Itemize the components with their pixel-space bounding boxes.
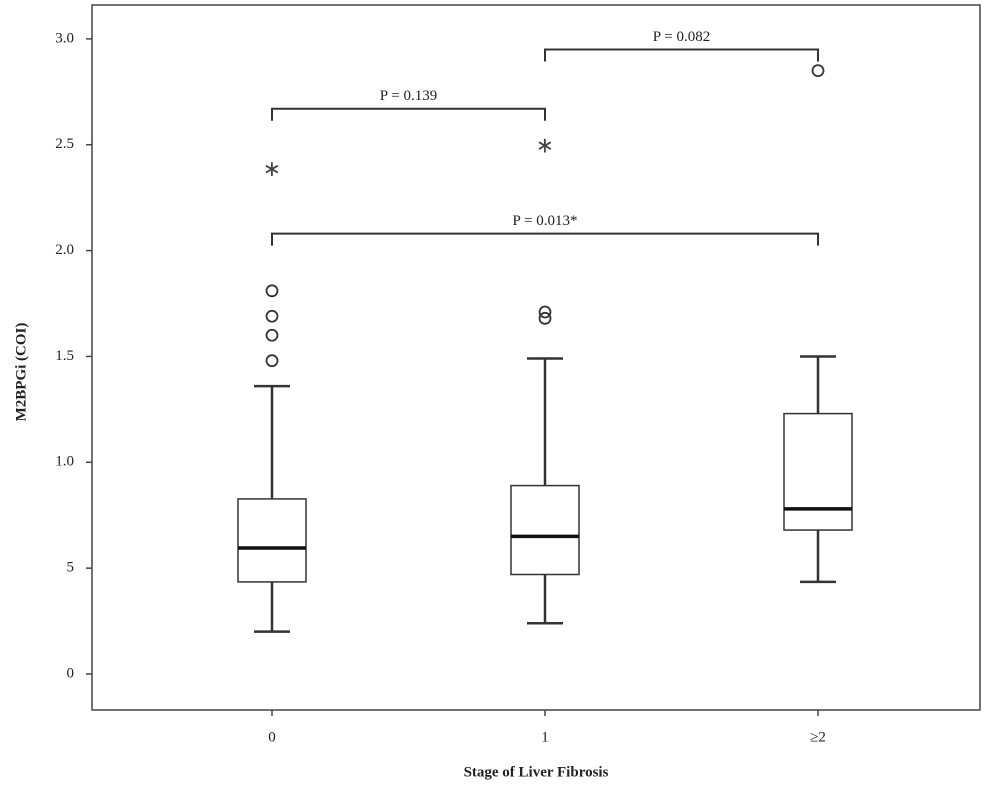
box [510,484,580,576]
outlier [265,354,279,368]
y-tick-label: 2.0 [55,242,74,258]
x-axis-title: Stage of Liver Fibrosis [464,764,609,780]
y-tick-label: 3.0 [55,30,74,46]
y-tick-label: 2.5 [55,136,74,152]
significance-bracket [544,48,819,62]
y-tick-label: 5 [67,560,75,576]
y-tick-label: 0 [67,665,75,681]
outlier [811,64,825,78]
outlier [265,309,279,323]
p-value-label: P = 0.013* [513,213,578,229]
outlier [265,328,279,342]
box [237,498,307,583]
outlier [265,284,279,298]
significance-bracket [271,232,819,246]
extreme-outlier: ∗ [263,157,281,182]
y-tick-label: 1.0 [55,454,74,470]
x-tick-label: 0 [268,729,276,745]
y-tick-label: 1.5 [55,348,74,364]
significance-bracket [271,107,546,121]
x-tick-label: 1 [541,729,549,745]
outlier [538,311,552,325]
y-axis-title: M2BPGi (COI) [13,323,29,422]
plot-frame [91,4,981,711]
x-tick-label: ≥2 [810,729,826,745]
outlier [538,305,552,319]
box [783,412,853,531]
p-value-label: P = 0.139 [380,88,438,104]
p-value-label: P = 0.082 [653,29,711,45]
extreme-outlier: ∗ [536,134,554,159]
